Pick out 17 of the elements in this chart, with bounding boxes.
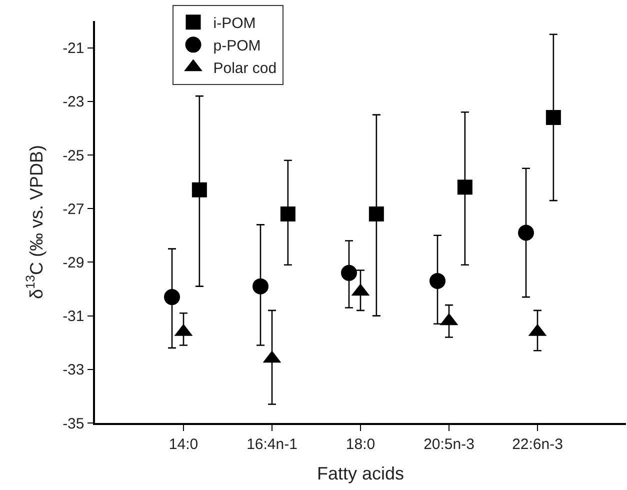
y-tick-label: -21 — [62, 40, 84, 58]
x-axis-title: Fatty acids — [316, 463, 404, 484]
x-tick-label: 22:6n-3 — [512, 436, 563, 453]
x-tick-label: 20:5n-3 — [424, 436, 474, 453]
x-tick-label: 18:0 — [346, 436, 376, 453]
legend-label: i-POM — [213, 15, 256, 32]
x-tick-label: 14:0 — [168, 436, 198, 453]
y-tick-label: -33 — [62, 362, 84, 379]
x-tick-label: 16:4n-1 — [246, 436, 298, 453]
y-tick-label: -31 — [62, 308, 84, 326]
y-tick-label: -23 — [62, 94, 84, 111]
y-tick-label: -25 — [62, 147, 84, 164]
y-tick-label: -35 — [62, 415, 84, 432]
y-tick-label: -27 — [62, 200, 84, 218]
legend-label: Polar cod — [213, 60, 277, 78]
legend-label: p-POM — [213, 38, 261, 55]
y-tick-label: -29 — [62, 254, 84, 272]
